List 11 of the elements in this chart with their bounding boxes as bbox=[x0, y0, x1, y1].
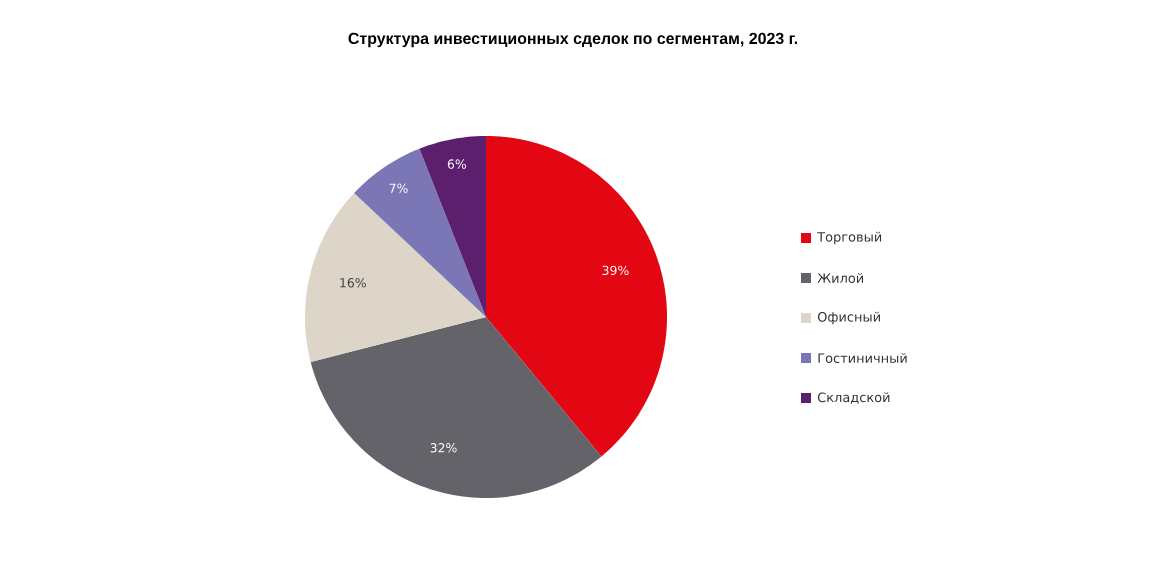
data-label: 32% bbox=[430, 443, 457, 453]
data-label: 39% bbox=[602, 265, 629, 276]
data-label: 16% bbox=[340, 278, 366, 288]
legend-label: Складской bbox=[817, 392, 890, 404]
legend-label: Гостиничный bbox=[818, 352, 907, 364]
data-label: 6% bbox=[447, 159, 467, 169]
data-label: 7% bbox=[389, 183, 408, 193]
chart-title: Структура инвестиционных сделок по сегментам, 2023 г. bbox=[348, 32, 798, 48]
legend-label: Торговый bbox=[817, 231, 882, 245]
legend-label: Жилой bbox=[817, 272, 864, 284]
legend-label: Офисный bbox=[817, 311, 880, 325]
